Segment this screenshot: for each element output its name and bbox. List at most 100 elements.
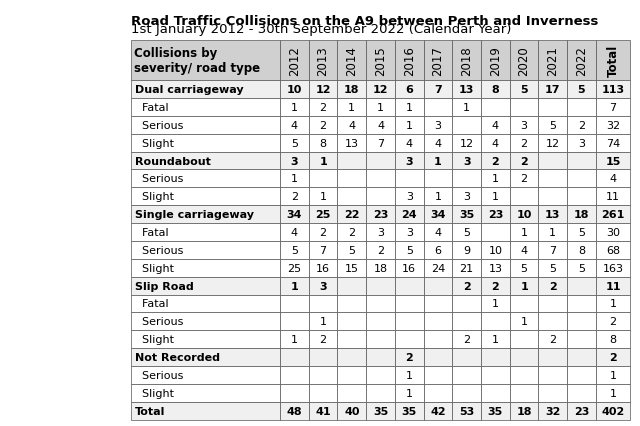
Text: 2: 2 (520, 138, 527, 148)
Bar (308, 366, 337, 384)
Text: 4: 4 (377, 121, 384, 130)
Text: Slip Road: Slip Road (135, 281, 194, 291)
Text: 18: 18 (374, 263, 388, 273)
Text: 41: 41 (316, 406, 331, 416)
Bar (131, 170, 280, 188)
Bar (131, 366, 280, 384)
Bar (308, 224, 337, 242)
Text: 12: 12 (460, 138, 474, 148)
Text: 4: 4 (609, 174, 617, 184)
Bar (596, 40, 630, 81)
Text: 10: 10 (516, 210, 532, 220)
Text: 4: 4 (492, 121, 499, 130)
Bar (452, 81, 481, 99)
Bar (567, 295, 596, 313)
Bar (395, 224, 424, 242)
Text: 4: 4 (435, 227, 442, 237)
Text: Serious: Serious (135, 121, 184, 130)
Bar (308, 117, 337, 135)
Bar (538, 277, 567, 295)
Bar (280, 366, 308, 384)
Text: 5: 5 (463, 227, 470, 237)
Bar (481, 259, 509, 277)
Bar (481, 242, 509, 259)
Bar (337, 259, 366, 277)
Bar (509, 295, 538, 313)
Text: 1: 1 (610, 388, 616, 398)
Bar (337, 206, 366, 224)
Bar (280, 152, 308, 170)
Text: 3: 3 (291, 156, 298, 166)
Bar (395, 81, 424, 99)
Text: 2: 2 (609, 317, 617, 327)
Text: 2: 2 (463, 334, 470, 344)
Bar (567, 188, 596, 206)
Bar (567, 81, 596, 99)
Bar (131, 152, 280, 170)
Text: 8: 8 (319, 138, 326, 148)
Text: 3: 3 (578, 138, 585, 148)
Text: 2: 2 (348, 227, 355, 237)
Bar (395, 99, 424, 117)
Bar (452, 384, 481, 402)
Bar (567, 206, 596, 224)
Text: 4: 4 (348, 121, 355, 130)
Bar (337, 99, 366, 117)
Bar (481, 277, 509, 295)
Bar (481, 313, 509, 331)
Text: 2012: 2012 (288, 46, 301, 75)
Bar (424, 366, 452, 384)
Text: Serious: Serious (135, 370, 184, 380)
Bar (596, 81, 630, 99)
Bar (538, 224, 567, 242)
Bar (424, 259, 452, 277)
Text: 4: 4 (291, 227, 298, 237)
Bar (424, 331, 452, 348)
Bar (567, 117, 596, 135)
Text: 42: 42 (430, 406, 446, 416)
Bar (366, 117, 395, 135)
Bar (481, 331, 509, 348)
Text: 12: 12 (316, 85, 331, 95)
Bar (567, 313, 596, 331)
Bar (366, 348, 395, 366)
Bar (424, 117, 452, 135)
Text: Dual carriageway: Dual carriageway (135, 85, 244, 95)
Text: 7: 7 (549, 245, 556, 255)
Bar (280, 348, 308, 366)
Bar (596, 295, 630, 313)
Bar (308, 348, 337, 366)
Bar (131, 81, 280, 99)
Bar (596, 206, 630, 224)
Text: 2: 2 (463, 281, 470, 291)
Text: 4: 4 (406, 138, 413, 148)
Bar (567, 135, 596, 152)
Text: 7: 7 (609, 103, 617, 112)
Bar (596, 384, 630, 402)
Bar (337, 40, 366, 81)
Bar (280, 99, 308, 117)
Text: Fatal: Fatal (135, 299, 169, 309)
Bar (567, 224, 596, 242)
Bar (131, 224, 280, 242)
Text: Fatal: Fatal (135, 103, 169, 112)
Text: 13: 13 (545, 210, 561, 220)
Bar (452, 259, 481, 277)
Text: 1: 1 (291, 174, 298, 184)
Bar (337, 331, 366, 348)
Text: 1: 1 (549, 227, 556, 237)
Bar (509, 259, 538, 277)
Bar (424, 206, 452, 224)
Bar (395, 170, 424, 188)
Text: 3: 3 (463, 156, 470, 166)
Bar (308, 188, 337, 206)
Text: 163: 163 (603, 263, 623, 273)
Bar (366, 384, 395, 402)
Bar (509, 206, 538, 224)
Text: 48: 48 (287, 406, 302, 416)
Text: Total: Total (135, 406, 165, 416)
Bar (481, 206, 509, 224)
Bar (280, 242, 308, 259)
Bar (452, 331, 481, 348)
Bar (567, 366, 596, 384)
